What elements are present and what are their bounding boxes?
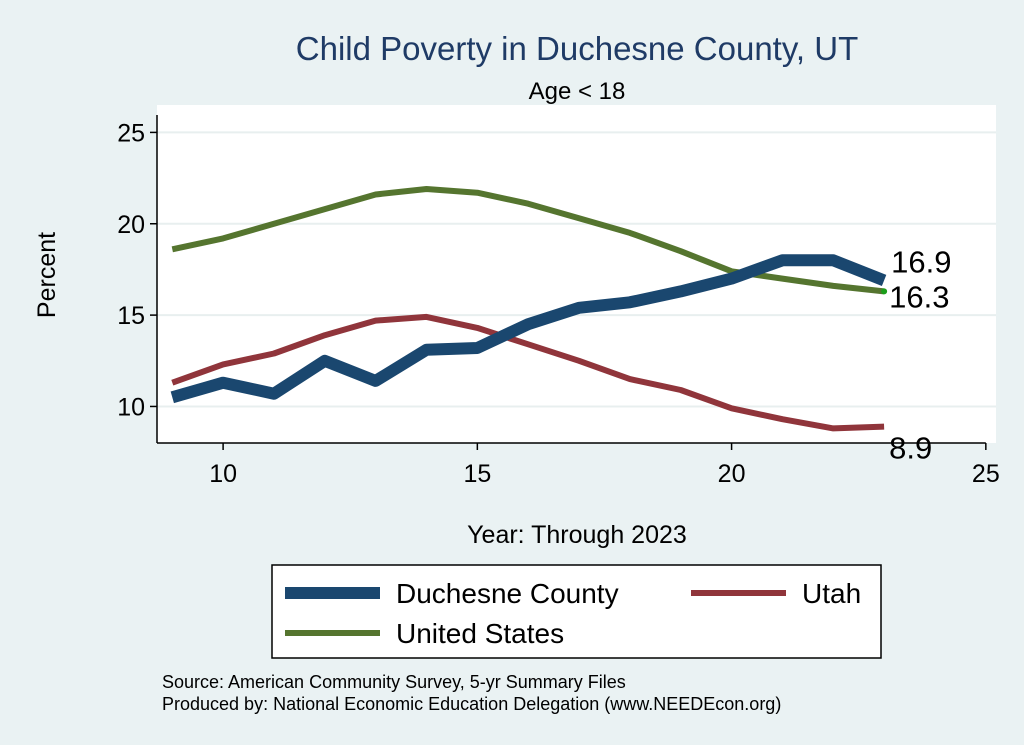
end-label-united-states: 16.3 (889, 279, 949, 314)
axes (156, 115, 986, 444)
legend-label-utah: Utah (802, 578, 861, 609)
grid-lines (157, 131, 996, 408)
y-tick-label-25: 25 (117, 119, 145, 147)
series-line-duchesne-county (170, 254, 887, 404)
x-tick-label-10: 10 (209, 460, 237, 488)
end-labels: 16.9 8.9 16.3 (881, 244, 951, 466)
legend-label-united-states: United States (396, 618, 564, 649)
legend-label-duchesne-county: Duchesne County (396, 578, 619, 609)
y-axis-ticks: 10 15 20 25 (117, 119, 157, 421)
series-lines (170, 186, 887, 432)
end-label-utah: 8.9 (889, 431, 932, 466)
x-axis-ticks: 10 15 20 25 (209, 443, 1000, 488)
legend-box (271, 564, 882, 659)
legend: Duchesne County Utah United States (271, 564, 882, 659)
y-tick-label-20: 20 (117, 211, 145, 239)
source-note: Source: American Community Survey, 5-yr … (162, 672, 626, 692)
x-axis-title: Year: Through 2023 (467, 521, 687, 549)
x-tick-label-15: 15 (463, 460, 491, 488)
y-tick-label-10: 10 (117, 393, 145, 421)
y-tick-label-15: 15 (117, 302, 145, 330)
chart-subtitle: Age < 18 (529, 78, 626, 105)
series-line-utah (171, 313, 885, 432)
chart-title: Child Poverty in Duchesne County, UT (296, 30, 858, 67)
series-line-united-states (171, 186, 885, 295)
x-tick-label-20: 20 (718, 460, 746, 488)
x-tick-label-25: 25 (972, 460, 1000, 488)
end-label-duchesne-county: 16.9 (891, 244, 951, 279)
y-axis-title: Percent (33, 232, 61, 318)
end-marker-united-states (881, 288, 888, 295)
producer-note: Produced by: National Economic Education… (162, 694, 781, 714)
